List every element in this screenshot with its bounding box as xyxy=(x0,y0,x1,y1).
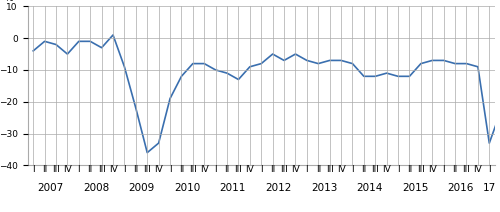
Text: 2009: 2009 xyxy=(128,183,154,193)
Text: 2015: 2015 xyxy=(402,183,428,193)
Text: 2012: 2012 xyxy=(265,183,291,193)
Text: 2007: 2007 xyxy=(37,183,64,193)
Text: 2014: 2014 xyxy=(356,183,383,193)
Text: 17: 17 xyxy=(482,183,496,193)
Text: 2010: 2010 xyxy=(174,183,201,193)
Y-axis label: %: % xyxy=(4,0,13,3)
Text: 2008: 2008 xyxy=(83,183,109,193)
Text: 2013: 2013 xyxy=(311,183,337,193)
Text: 2016: 2016 xyxy=(448,183,474,193)
Text: 2011: 2011 xyxy=(220,183,246,193)
